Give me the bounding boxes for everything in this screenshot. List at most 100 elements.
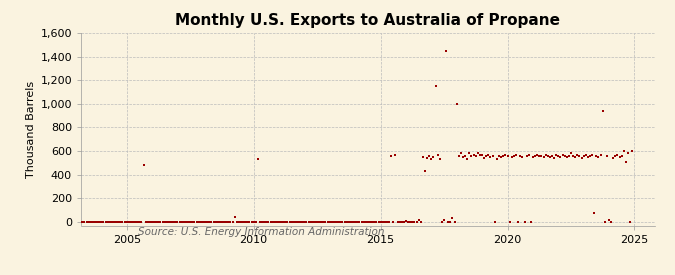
- Point: [599, 220, 610, 224]
- Point: [174, 220, 185, 224]
- Point: [126, 220, 136, 224]
- Point: [394, 220, 405, 224]
- Point: [534, 154, 545, 158]
- Point: [381, 220, 392, 224]
- Point: [437, 220, 448, 224]
- Point: [238, 220, 248, 224]
- Point: [142, 220, 153, 224]
- Point: [396, 220, 407, 224]
- Point: [603, 218, 614, 222]
- Point: [485, 155, 496, 159]
- Point: [475, 152, 485, 157]
- Point: [212, 220, 223, 224]
- Title: Monthly U.S. Exports to Australia of Propane: Monthly U.S. Exports to Australia of Pro…: [176, 13, 560, 28]
- Point: [379, 220, 390, 224]
- Point: [460, 154, 470, 158]
- Point: [515, 154, 526, 158]
- Point: [580, 152, 591, 157]
- Point: [601, 154, 612, 158]
- Point: [462, 157, 472, 162]
- Point: [430, 84, 441, 88]
- Point: [299, 220, 310, 224]
- Point: [115, 220, 126, 224]
- Point: [269, 220, 280, 224]
- Point: [333, 220, 344, 224]
- Point: [77, 220, 88, 224]
- Point: [371, 220, 381, 224]
- Point: [94, 220, 105, 224]
- Point: [458, 155, 468, 159]
- Point: [418, 155, 429, 159]
- Point: [265, 220, 276, 224]
- Point: [284, 220, 295, 224]
- Point: [157, 220, 168, 224]
- Point: [185, 220, 196, 224]
- Point: [377, 220, 388, 224]
- Point: [109, 220, 119, 224]
- Point: [432, 152, 443, 157]
- Point: [422, 156, 433, 160]
- Point: [420, 169, 431, 173]
- Point: [447, 216, 458, 221]
- Point: [208, 220, 219, 224]
- Point: [242, 220, 252, 224]
- Point: [621, 160, 632, 164]
- Point: [339, 220, 350, 224]
- Point: [593, 155, 604, 159]
- Point: [221, 220, 232, 224]
- Point: [517, 155, 528, 159]
- Point: [373, 220, 384, 224]
- Point: [196, 220, 207, 224]
- Point: [180, 220, 191, 224]
- Point: [134, 220, 145, 224]
- Point: [217, 220, 227, 224]
- Point: [267, 220, 278, 224]
- Point: [146, 220, 157, 224]
- Point: [164, 220, 175, 224]
- Point: [132, 220, 142, 224]
- Point: [92, 220, 103, 224]
- Point: [291, 220, 302, 224]
- Point: [104, 220, 115, 224]
- Point: [168, 220, 179, 224]
- Point: [356, 220, 367, 224]
- Point: [215, 220, 225, 224]
- Point: [559, 154, 570, 158]
- Point: [79, 220, 90, 224]
- Point: [85, 220, 96, 224]
- Point: [495, 155, 506, 159]
- Point: [329, 220, 340, 224]
- Point: [312, 220, 323, 224]
- Point: [553, 154, 564, 158]
- Point: [278, 220, 289, 224]
- Point: [413, 218, 424, 222]
- Point: [542, 154, 553, 158]
- Point: [358, 220, 369, 224]
- Point: [350, 220, 360, 224]
- Point: [172, 220, 183, 224]
- Point: [566, 151, 576, 156]
- Point: [470, 154, 481, 158]
- Point: [454, 154, 464, 158]
- Point: [411, 220, 422, 224]
- Point: [96, 220, 107, 224]
- Point: [263, 220, 274, 224]
- Point: [521, 154, 532, 158]
- Point: [568, 154, 578, 158]
- Point: [130, 220, 140, 224]
- Point: [271, 220, 282, 224]
- Point: [597, 109, 608, 113]
- Point: [434, 157, 445, 162]
- Point: [428, 155, 439, 159]
- Point: [259, 220, 270, 224]
- Point: [122, 220, 132, 224]
- Point: [583, 155, 593, 159]
- Point: [295, 220, 306, 224]
- Point: [346, 220, 356, 224]
- Point: [614, 155, 625, 159]
- Point: [275, 220, 286, 224]
- Point: [307, 220, 318, 224]
- Point: [364, 220, 375, 224]
- Point: [627, 149, 638, 153]
- Point: [555, 155, 566, 159]
